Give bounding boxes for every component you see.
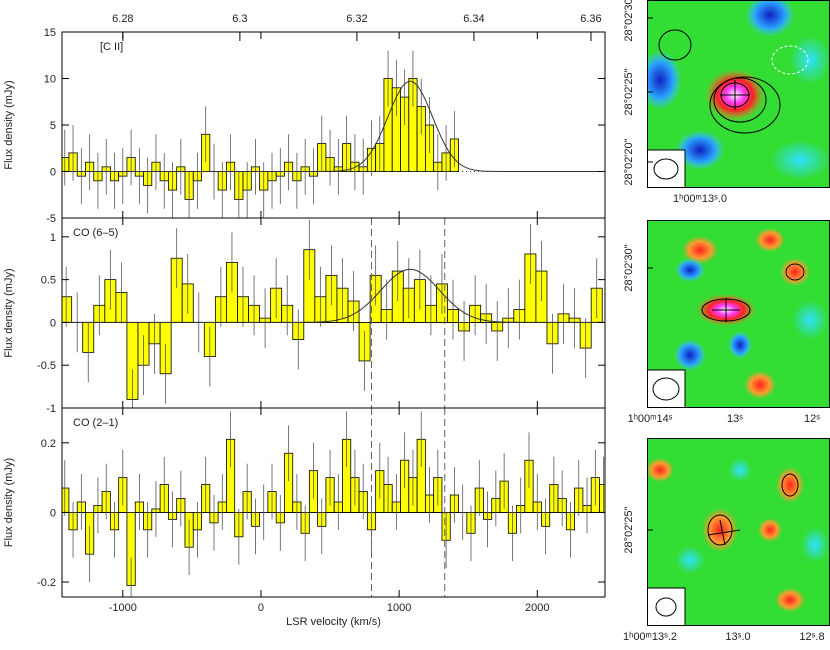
y-tick-label: 1 — [50, 232, 56, 244]
map-y-tick-label: 28°02'30" — [623, 244, 635, 291]
map-y-tick-label: 28°02'30" — [623, 0, 635, 42]
y-tick-label: -1 — [46, 403, 56, 415]
y-axis-label: Flux density (mJy) — [3, 458, 15, 547]
panel-label: [C II] — [100, 41, 123, 53]
map-x-tick-label: 13ˢ — [727, 413, 743, 425]
map-x-tick-label: 1ʰ00ᵐ13ˢ.2 — [623, 631, 677, 643]
plot-area — [62, 50, 605, 218]
x2-tick-label: 6.28 — [112, 13, 133, 25]
map-x-tick-label: 12ˢ.8 — [799, 631, 824, 643]
x2-tick-label: 6.36 — [580, 13, 601, 25]
map-2 — [647, 220, 830, 408]
y-tick-label: 0.2 — [41, 438, 56, 450]
y-axis-label: Flux density (mJy) — [3, 80, 15, 169]
y-axis-label: Flux density (mJy) — [3, 268, 15, 357]
panel-label: CO (2–1) — [73, 417, 118, 429]
x-tick-label: -1000 — [109, 602, 137, 614]
plot-area — [62, 411, 605, 597]
x-tick-label: 2000 — [525, 602, 549, 614]
y-tick-label: 5 — [50, 120, 56, 132]
x-tick-label: 1000 — [387, 602, 411, 614]
map-x-tick-label: 12ˢ — [804, 413, 820, 425]
panel-label: CO (6–5) — [73, 227, 118, 239]
y-tick-label: 0 — [50, 317, 56, 329]
x-axis-label: LSR velocity (km/s) — [286, 616, 381, 628]
y-tick-label: -5 — [46, 213, 56, 225]
y-tick-label: 0 — [50, 507, 56, 519]
y-tick-label: 0 — [50, 167, 56, 179]
x2-tick-label: 6.32 — [346, 13, 367, 25]
frame — [61, 31, 606, 219]
fit-curve — [62, 80, 605, 172]
x2-tick-label: 6.3 — [232, 13, 247, 25]
plot-area — [62, 219, 605, 408]
fit-curve — [62, 268, 605, 323]
map-x-tick-label: 13ˢ.0 — [725, 631, 750, 643]
x2-tick-label: 6.34 — [463, 13, 484, 25]
y-tick-label: 10 — [44, 74, 56, 86]
frame — [61, 407, 606, 598]
map-y-tick-label: 28°02'25" — [623, 506, 635, 553]
map-y-tick-label: 28°02'25" — [623, 68, 635, 115]
y-tick-label: 15 — [44, 27, 56, 39]
map-y-tick-label: 28°02'20" — [623, 138, 635, 185]
y-tick-label: -0.5 — [37, 360, 56, 372]
map-x-tick-label: 1ʰ00ᵐ14ˢ — [628, 413, 673, 425]
map-1 — [647, 0, 830, 188]
map-x-tick-label: 1ʰ00ᵐ13ˢ.0 — [673, 193, 727, 205]
y-tick-label: -0.2 — [37, 577, 56, 589]
y-tick-label: 0.5 — [41, 275, 56, 287]
map-3 — [647, 438, 830, 626]
x-tick-label: 0 — [258, 602, 264, 614]
